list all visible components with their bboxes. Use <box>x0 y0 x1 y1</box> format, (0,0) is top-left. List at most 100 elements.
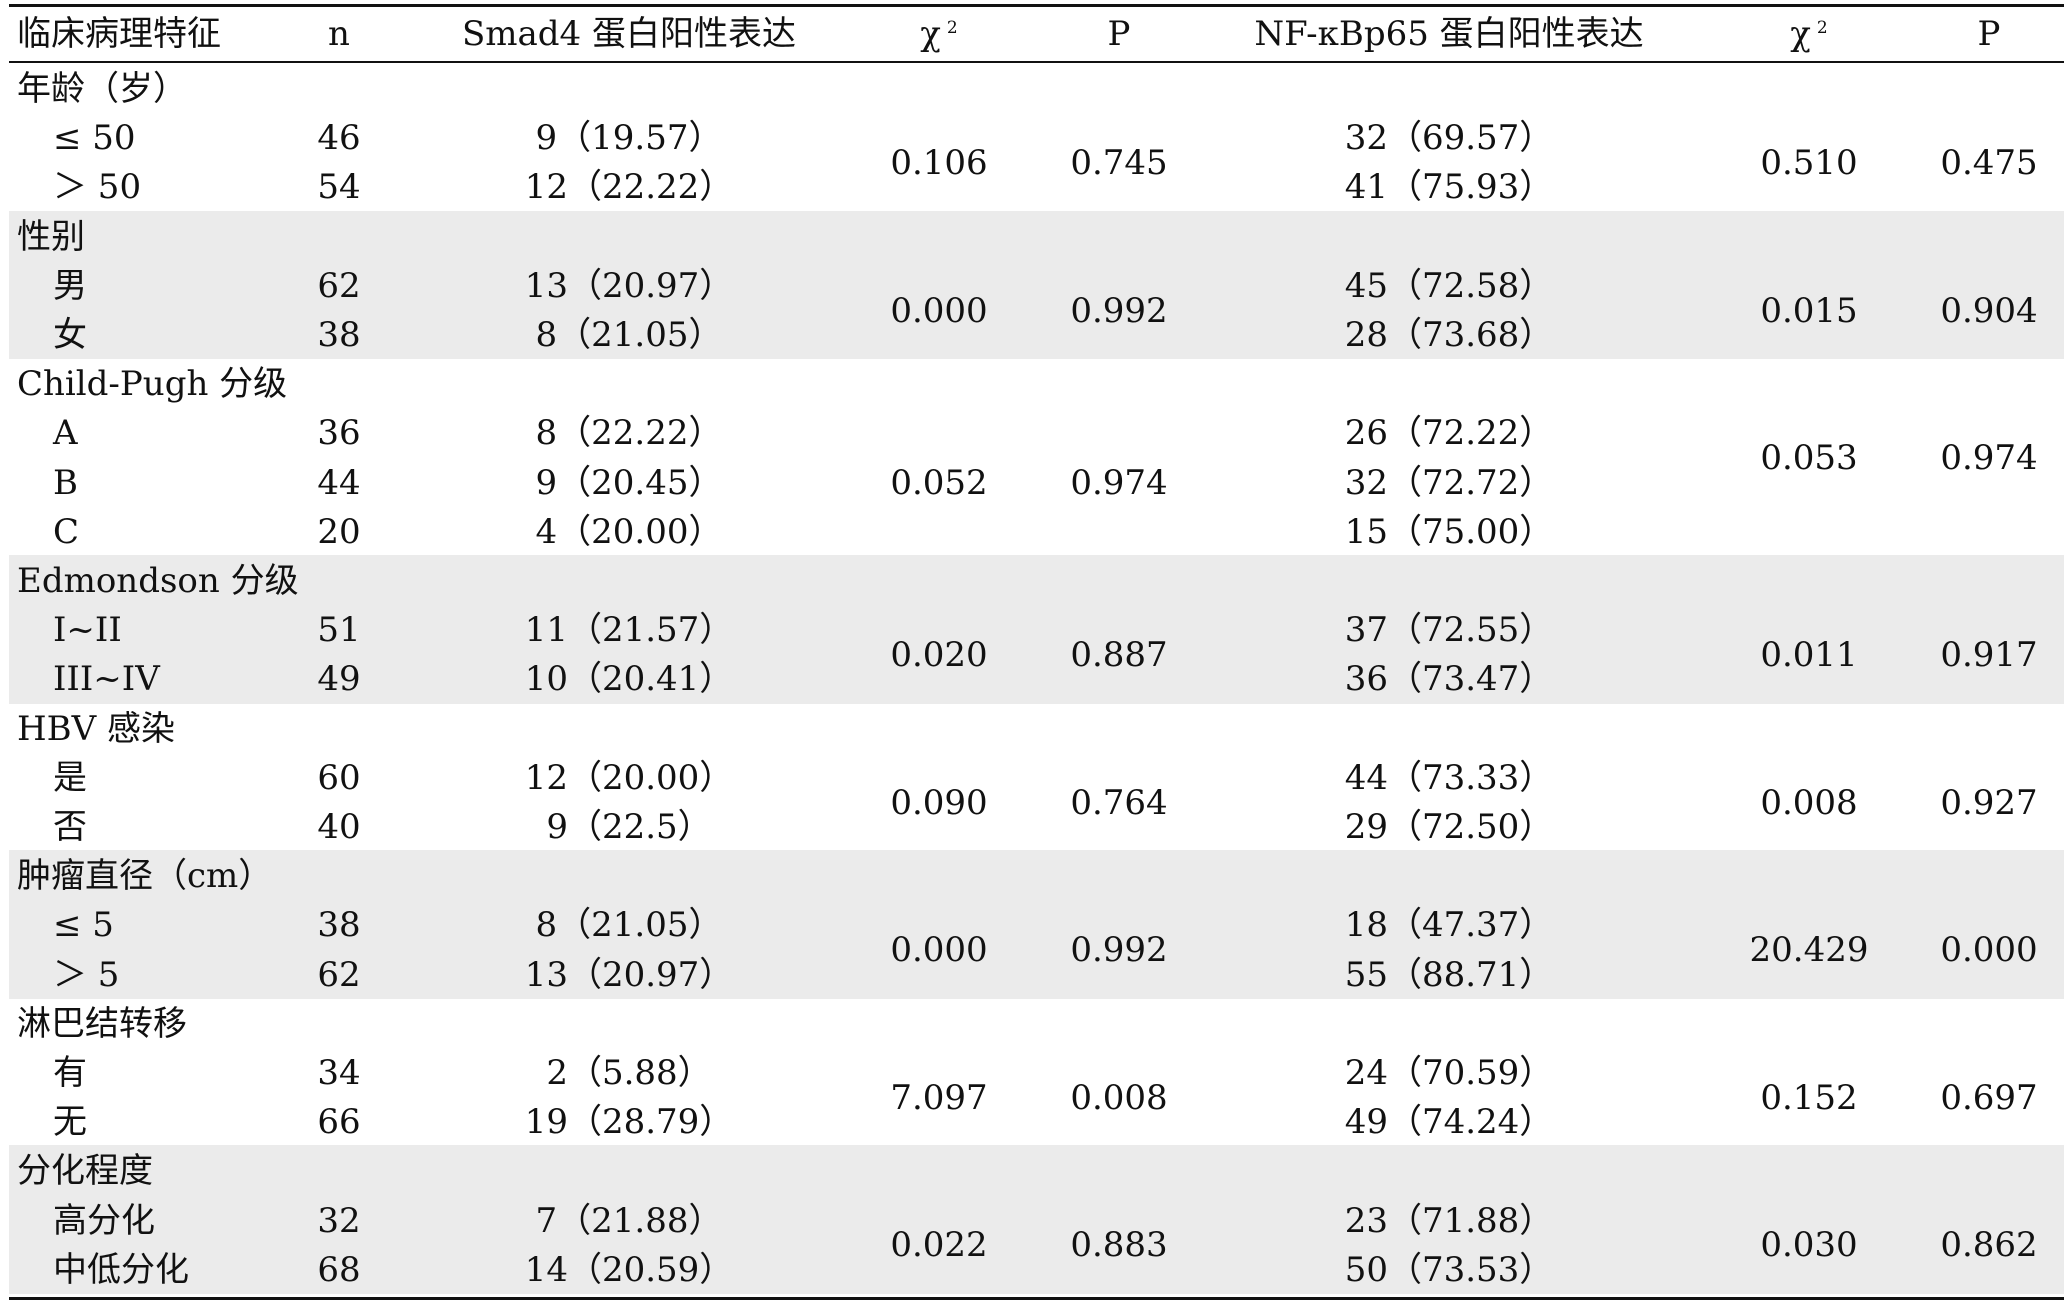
chi-nfkb-value: 0.510 <box>1760 142 1858 183</box>
group-title: 分化程度 <box>17 1151 153 1192</box>
chi-symbol: χ <box>920 14 941 54</box>
chi-nfkb-value: 0.015 <box>1760 290 1858 331</box>
header-rule <box>9 61 2064 63</box>
row-label: I~II <box>53 610 122 651</box>
group-title: 淋巴结转移 <box>17 1003 187 1044</box>
row-n: 68 <box>317 1249 361 1290</box>
row-n: 32 <box>317 1200 361 1241</box>
row-n: 44 <box>317 462 361 503</box>
chi-nfkb-value: 0.053 <box>1760 438 1858 479</box>
p-smad4-value: 0.992 <box>1070 930 1168 971</box>
row-smad4: 13（20.97） <box>524 265 734 306</box>
row-nfkb: 49（74.24） <box>1344 1102 1554 1143</box>
group-band <box>9 1145 2064 1294</box>
row-label: 无 <box>53 1102 87 1143</box>
group-band <box>9 555 2064 704</box>
row-label: III~IV <box>53 659 160 700</box>
row-label: A <box>53 413 78 454</box>
chi-nfkb-value: 0.152 <box>1760 1077 1858 1118</box>
p-nfkb-value: 0.904 <box>1940 290 2038 331</box>
row-n: 40 <box>317 807 361 847</box>
row-nfkb: 32（69.57） <box>1344 118 1554 159</box>
header-p-nfkb: P <box>1977 14 2001 54</box>
row-smad4: 9（19.57） <box>535 118 723 159</box>
row-n: 60 <box>317 757 361 798</box>
p-nfkb-value: 0.862 <box>1940 1225 2038 1266</box>
row-n: 36 <box>317 413 361 454</box>
row-label: ＞ 50 <box>53 167 142 208</box>
top-rule <box>9 4 2064 7</box>
row-label: 中低分化 <box>53 1249 189 1290</box>
row-smad4: 11（21.57） <box>524 610 734 651</box>
group-title: Child-Pugh 分级 <box>17 364 288 405</box>
p-smad4-value: 0.992 <box>1070 290 1168 331</box>
header-n: n <box>328 14 350 54</box>
row-label: 否 <box>53 807 87 847</box>
row-nfkb: 23（71.88） <box>1344 1200 1554 1241</box>
row-n: 62 <box>317 954 361 995</box>
p-nfkb-value: 0.974 <box>1940 438 2038 479</box>
p-nfkb-value: 0.475 <box>1940 142 2038 183</box>
row-label: B <box>53 462 78 503</box>
row-nfkb: 41（75.93） <box>1344 167 1554 208</box>
row-n: 51 <box>317 610 361 651</box>
row-nfkb: 24（70.59） <box>1344 1053 1554 1093</box>
row-nfkb: 32（72.72） <box>1344 462 1554 503</box>
bottom-rule <box>9 1297 2064 1300</box>
p-smad4-value: 0.764 <box>1070 782 1168 823</box>
row-smad4: 10（20.41） <box>524 659 734 700</box>
row-n: 20 <box>317 511 361 552</box>
row-smad4: 12（22.22） <box>524 167 734 208</box>
row-label: 是 <box>53 757 87 798</box>
row-smad4: 8（22.22） <box>535 413 723 454</box>
row-n: 38 <box>317 315 361 355</box>
chi-nfkb-value: 0.011 <box>1760 634 1858 675</box>
p-smad4-value: 0.008 <box>1070 1077 1168 1118</box>
row-nfkb: 28（73.68） <box>1344 315 1554 355</box>
row-n: 62 <box>317 265 361 306</box>
row-nfkb: 44（73.33） <box>1344 757 1554 798</box>
row-smad4: 19（28.79） <box>524 1102 734 1143</box>
group-band <box>9 210 2064 360</box>
row-nfkb: 15（75.00） <box>1344 511 1554 552</box>
p-nfkb-value: 0.697 <box>1940 1077 2038 1118</box>
row-nfkb: 45（72.58） <box>1344 265 1554 306</box>
row-smad4: 9（22.5） <box>546 807 712 847</box>
row-label: 男 <box>53 265 87 306</box>
row-smad4: 12（20.00） <box>524 757 734 798</box>
chi-nfkb-value: 0.030 <box>1760 1225 1858 1266</box>
row-label: C <box>53 511 80 552</box>
p-nfkb-value: 0.917 <box>1940 634 2038 675</box>
row-smad4: 8（21.05） <box>535 315 723 355</box>
row-n: 54 <box>317 167 361 208</box>
p-nfkb-value: 0.927 <box>1940 782 2038 823</box>
row-nfkb: 37（72.55） <box>1344 610 1554 651</box>
row-nfkb: 29（72.50） <box>1344 807 1554 847</box>
header-p-smad4: P <box>1107 14 1131 54</box>
header-nfkb: NF-κBp65 蛋白阳性表达 <box>1254 14 1644 54</box>
header-feature: 临床病理特征 <box>17 14 221 54</box>
row-label: 女 <box>53 315 87 355</box>
chi-symbol: χ <box>1790 14 1811 54</box>
row-smad4: 4（20.00） <box>535 511 723 552</box>
group-title: 肿瘤直径（cm） <box>17 856 273 897</box>
group-title: HBV 感染 <box>17 708 175 749</box>
p-smad4-value: 0.887 <box>1070 634 1168 675</box>
row-nfkb: 55（88.71） <box>1344 954 1554 995</box>
row-label: ≤ 5 <box>53 905 114 946</box>
chi-smad4-value: 0.052 <box>890 462 988 503</box>
chi-smad4-value: 7.097 <box>890 1077 988 1118</box>
row-smad4: 9（20.45） <box>535 462 723 503</box>
chi-smad4-value: 0.090 <box>890 782 988 823</box>
p-smad4-value: 0.883 <box>1070 1225 1168 1266</box>
row-smad4: 13（20.97） <box>524 954 734 995</box>
chi-smad4-value: 0.000 <box>890 930 988 971</box>
chi-smad4-value: 0.106 <box>890 142 988 183</box>
row-smad4: 8（21.05） <box>535 905 723 946</box>
row-n: 38 <box>317 905 361 946</box>
row-nfkb: 18（47.37） <box>1344 905 1554 946</box>
row-nfkb: 26（72.22） <box>1344 413 1554 454</box>
row-label: 有 <box>53 1053 87 1093</box>
row-label: ＞ 5 <box>53 954 120 995</box>
